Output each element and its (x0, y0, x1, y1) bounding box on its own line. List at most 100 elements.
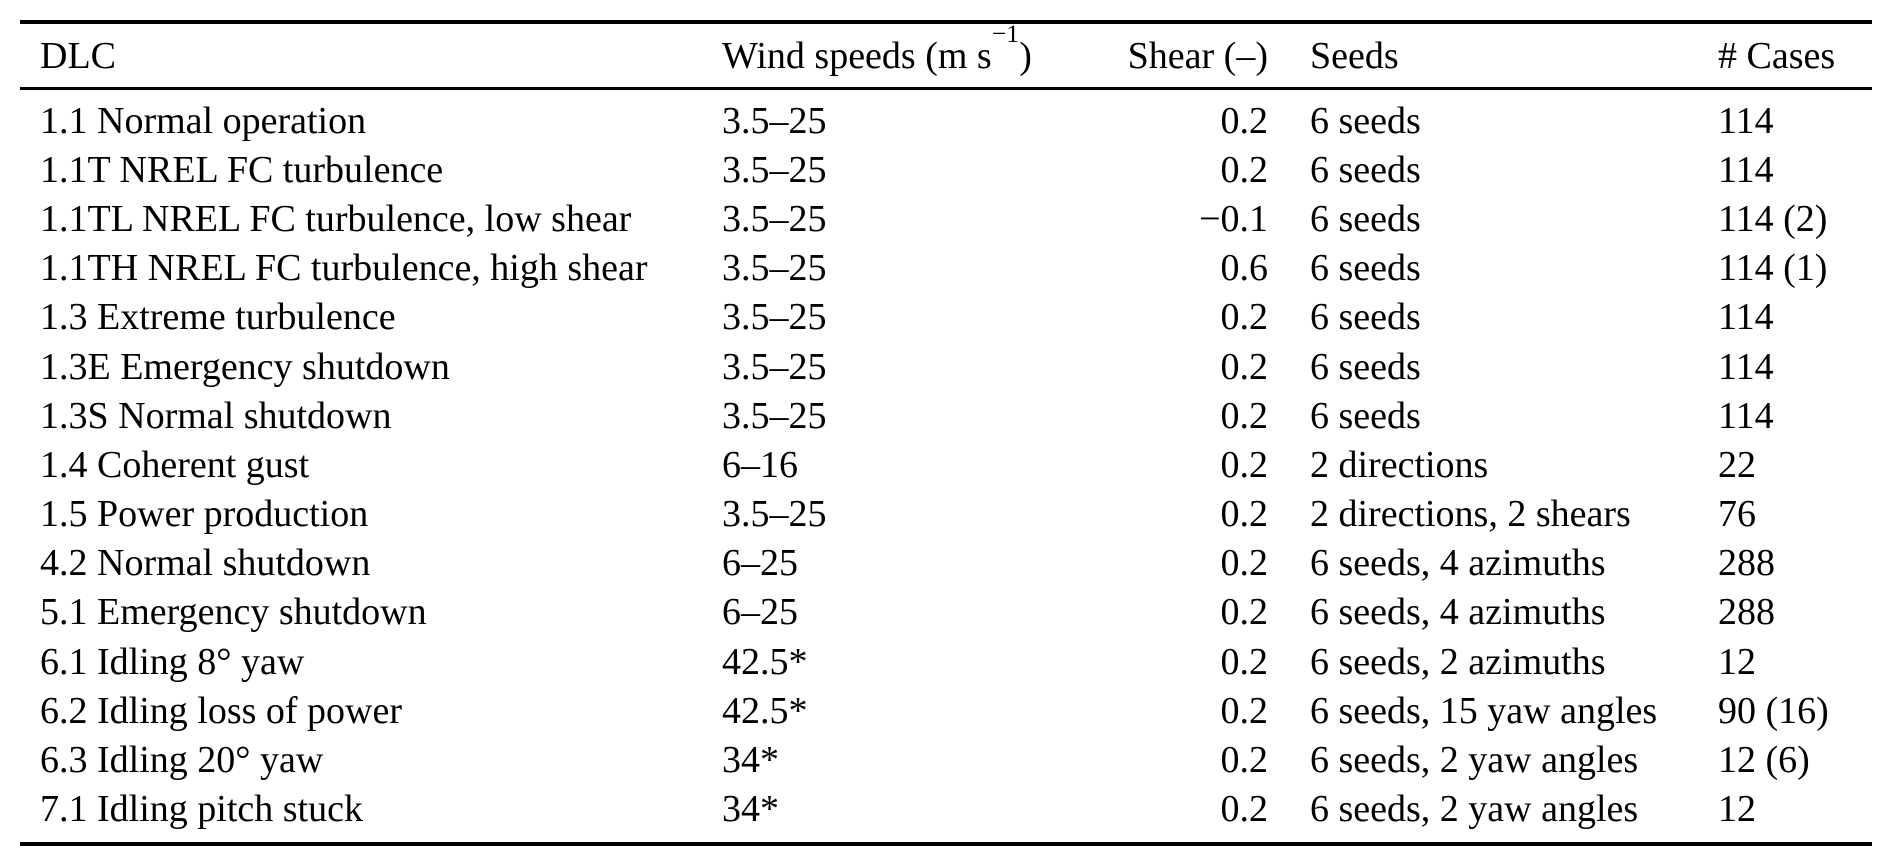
cell-dlc: 1.1TL NREL FC turbulence, low shear (40, 197, 632, 240)
cell-wind-speeds: 3.5–25 (722, 345, 827, 388)
cell-shear: 0.2 (1220, 443, 1269, 486)
cell-wind-speeds: 42.5* (722, 640, 808, 683)
cell-num-cases: 114 (1718, 394, 1774, 437)
header-shear: Shear (–) (1127, 34, 1268, 77)
cell-seeds: 6 seeds, 15 yaw angles (1310, 689, 1658, 732)
cell-num-cases: 114 (1718, 345, 1774, 388)
cell-seeds: 6 seeds, 2 yaw angles (1310, 788, 1639, 831)
table-row: 1.4 Coherent gust 6–16 0.2 2 directions … (40, 440, 1852, 489)
cell-shear: 0.2 (1220, 99, 1269, 142)
cell-dlc: 7.1 Idling pitch stuck (40, 788, 363, 831)
cell-shear: 0.6 (1220, 247, 1269, 290)
table-header-row: DLC Wind speeds (m s−1) Shear (–) Seeds … (20, 20, 1872, 90)
cell-shear: 0.2 (1220, 739, 1269, 782)
table-body: 1.1 Normal operation 3.5–25 0.2 6 seeds … (20, 90, 1872, 846)
table-row: 5.1 Emergency shutdown 6–25 0.2 6 seeds,… (40, 588, 1852, 637)
cell-wind-speeds: 6–25 (722, 542, 798, 585)
cell-seeds: 6 seeds, 2 azimuths (1310, 640, 1606, 683)
table-row: 7.1 Idling pitch stuck 34* 0.2 6 seeds, … (40, 785, 1852, 834)
table-row: 1.5 Power production 3.5–25 0.2 2 direct… (40, 490, 1852, 539)
header-wind-speeds-close-paren: ) (1019, 34, 1032, 77)
table-row: 1.1TH NREL FC turbulence, high shear 3.5… (40, 244, 1852, 293)
cell-dlc: 1.1TH NREL FC turbulence, high shear (40, 247, 648, 290)
cell-num-cases: 114 (1) (1718, 247, 1828, 290)
cell-wind-speeds: 6–25 (722, 591, 798, 634)
table-row: 6.3 Idling 20° yaw 34* 0.2 6 seeds, 2 ya… (40, 735, 1852, 784)
cell-shear: 0.2 (1220, 788, 1269, 831)
cell-dlc: 1.5 Power production (40, 493, 369, 536)
header-num-cases: # Cases (1718, 34, 1836, 77)
cell-num-cases: 288 (1718, 542, 1775, 585)
cell-shear: 0.2 (1220, 689, 1269, 732)
cell-shear: 0.2 (1220, 493, 1269, 536)
cell-shear: 0.2 (1220, 148, 1269, 191)
cell-wind-speeds: 3.5–25 (722, 394, 827, 437)
cell-wind-speeds: 3.5–25 (722, 247, 827, 290)
cell-wind-speeds: 34* (722, 788, 779, 831)
cell-seeds: 6 seeds (1310, 99, 1421, 142)
cell-wind-speeds: 42.5* (722, 689, 808, 732)
cell-num-cases: 90 (16) (1718, 689, 1829, 732)
table-row: 6.2 Idling loss of power 42.5* 0.2 6 see… (40, 686, 1852, 735)
cell-wind-speeds: 3.5–25 (722, 99, 827, 142)
cell-num-cases: 114 (1718, 99, 1774, 142)
table-row: 1.3S Normal shutdown 3.5–25 0.2 6 seeds … (40, 391, 1852, 440)
cell-dlc: 1.4 Coherent gust (40, 443, 310, 486)
cell-num-cases: 12 (1718, 640, 1756, 683)
cell-wind-speeds: 3.5–25 (722, 493, 827, 536)
cell-shear: 0.2 (1220, 296, 1269, 339)
cell-wind-speeds: 3.5–25 (722, 296, 827, 339)
table-row: 1.1 Normal operation 3.5–25 0.2 6 seeds … (40, 96, 1852, 145)
table-row: 1.1TL NREL FC turbulence, low shear 3.5–… (40, 194, 1852, 243)
cell-wind-speeds: 6–16 (722, 443, 798, 486)
cell-shear: 0.2 (1220, 542, 1269, 585)
cell-dlc: 1.3S Normal shutdown (40, 394, 392, 437)
cell-wind-speeds: 3.5–25 (722, 148, 827, 191)
cell-num-cases: 12 (6) (1718, 739, 1810, 782)
cell-seeds: 2 directions (1310, 443, 1489, 486)
table-row: 1.1T NREL FC turbulence 3.5–25 0.2 6 see… (40, 145, 1852, 194)
cell-shear: 0.2 (1220, 591, 1269, 634)
header-seeds: Seeds (1310, 34, 1399, 77)
cell-shear: 0.2 (1220, 345, 1269, 388)
cell-num-cases: 12 (1718, 788, 1756, 831)
header-wind-speeds-text: Wind speeds (m s (722, 34, 992, 77)
cell-seeds: 6 seeds (1310, 296, 1421, 339)
cell-num-cases: 114 (1718, 148, 1774, 191)
cell-seeds: 6 seeds (1310, 197, 1421, 240)
table-row: 1.3E Emergency shutdown 3.5–25 0.2 6 see… (40, 342, 1852, 391)
cell-num-cases: 114 (1718, 296, 1774, 339)
cell-wind-speeds: 3.5–25 (722, 197, 827, 240)
header-dlc: DLC (40, 34, 116, 77)
cell-shear: −0.1 (1199, 197, 1268, 240)
cell-num-cases: 76 (1718, 493, 1756, 536)
cell-dlc: 6.2 Idling loss of power (40, 689, 403, 732)
header-wind-speeds: Wind speeds (m s−1) (722, 21, 1078, 78)
cell-seeds: 6 seeds, 2 yaw angles (1310, 739, 1639, 782)
cell-seeds: 6 seeds, 4 azimuths (1310, 542, 1606, 585)
cell-num-cases: 22 (1718, 443, 1756, 486)
cell-shear: 0.2 (1220, 640, 1269, 683)
cell-seeds: 6 seeds (1310, 394, 1421, 437)
cell-seeds: 2 directions, 2 shears (1310, 493, 1631, 536)
cell-seeds: 6 seeds (1310, 345, 1421, 388)
header-wind-speeds-exponent: −1 (991, 19, 1020, 49)
cell-num-cases: 288 (1718, 591, 1775, 634)
table-row: 4.2 Normal shutdown 6–25 0.2 6 seeds, 4 … (40, 539, 1852, 588)
cell-dlc: 1.3E Emergency shutdown (40, 345, 450, 388)
table-row: 6.1 Idling 8° yaw 42.5* 0.2 6 seeds, 2 a… (40, 637, 1852, 686)
dlc-table: DLC Wind speeds (m s−1) Shear (–) Seeds … (20, 20, 1872, 846)
cell-shear: 0.2 (1220, 394, 1269, 437)
cell-dlc: 1.1 Normal operation (40, 99, 367, 142)
cell-seeds: 6 seeds (1310, 247, 1421, 290)
cell-wind-speeds: 34* (722, 739, 779, 782)
cell-dlc: 1.1T NREL FC turbulence (40, 148, 444, 191)
cell-seeds: 6 seeds, 4 azimuths (1310, 591, 1606, 634)
cell-dlc: 6.1 Idling 8° yaw (40, 640, 305, 683)
cell-seeds: 6 seeds (1310, 148, 1421, 191)
cell-dlc: 1.3 Extreme turbulence (40, 296, 396, 339)
cell-dlc: 6.3 Idling 20° yaw (40, 739, 324, 782)
cell-dlc: 5.1 Emergency shutdown (40, 591, 427, 634)
cell-dlc: 4.2 Normal shutdown (40, 542, 371, 585)
table-row: 1.3 Extreme turbulence 3.5–25 0.2 6 seed… (40, 293, 1852, 342)
